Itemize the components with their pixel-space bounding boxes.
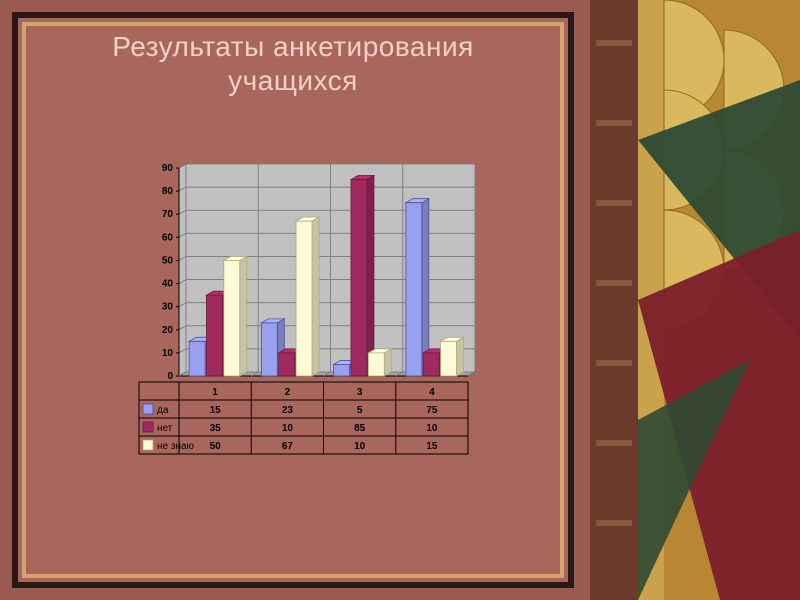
svg-text:4: 4: [429, 387, 435, 398]
svg-text:10: 10: [162, 348, 174, 359]
svg-text:30: 30: [162, 302, 174, 313]
slide-inner: Результаты анкетирования учащихся 0 10 20 3…: [22, 22, 564, 578]
svg-text:3: 3: [357, 387, 363, 398]
svg-text:40: 40: [162, 279, 174, 290]
svg-text:15: 15: [210, 405, 222, 416]
svg-text:не знаю: не знаю: [157, 441, 195, 452]
svg-text:1: 1: [212, 387, 218, 398]
svg-text:10: 10: [282, 423, 294, 434]
svg-text:35: 35: [210, 423, 222, 434]
svg-text:10: 10: [426, 423, 438, 434]
ribbon-svg: [590, 0, 800, 600]
svg-text:5: 5: [357, 405, 363, 416]
svg-text:0: 0: [167, 371, 173, 382]
bar-chart: 01020304050607080901234да1523575нет35108…: [131, 160, 476, 500]
svg-text:85: 85: [354, 423, 366, 434]
page-title: Результаты анкетирования учащихся: [26, 30, 560, 97]
title-line-2: учащихся: [228, 65, 358, 96]
svg-text:нет: нет: [157, 423, 173, 434]
svg-text:23: 23: [282, 405, 294, 416]
svg-text:50: 50: [210, 441, 222, 452]
decorative-ribbon: [590, 0, 800, 600]
svg-text:15: 15: [426, 441, 438, 452]
svg-text:20: 20: [162, 325, 174, 336]
svg-text:70: 70: [162, 209, 174, 220]
svg-text:50: 50: [162, 255, 174, 266]
svg-text:75: 75: [426, 405, 438, 416]
slide-frame: Результаты анкетирования учащихся 0 10 20 3…: [12, 12, 574, 588]
svg-text:10: 10: [354, 441, 366, 452]
svg-text:2: 2: [285, 387, 291, 398]
chart-container: 01020304050607080901234да1523575нет35108…: [131, 160, 476, 500]
svg-text:да: да: [157, 405, 169, 416]
svg-text:80: 80: [162, 186, 174, 197]
svg-text:60: 60: [162, 232, 174, 243]
stage: Результаты анкетирования учащихся 0 10 20 3…: [0, 0, 800, 600]
title-line-1: Результаты анкетирования: [112, 31, 474, 62]
svg-text:90: 90: [162, 163, 174, 174]
svg-text:67: 67: [282, 441, 294, 452]
